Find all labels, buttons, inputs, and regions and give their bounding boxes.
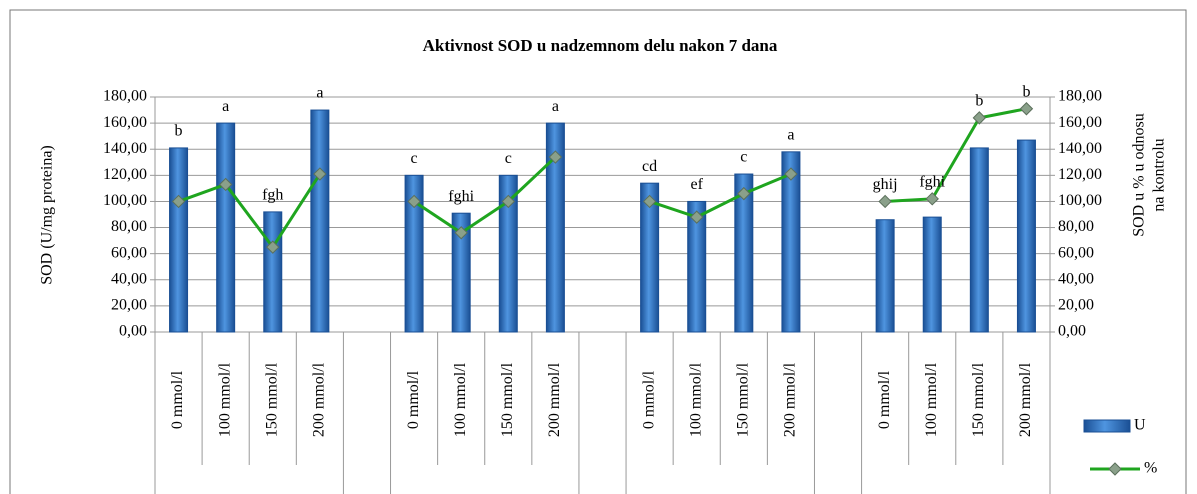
bar	[169, 147, 189, 333]
annotation: a	[552, 98, 559, 115]
line-marker	[501, 194, 515, 209]
line	[178, 173, 322, 250]
y-tick-label: 100,00	[103, 192, 147, 209]
y-axis-label: SOD (U/mg proteina)	[39, 145, 56, 285]
line-marker	[690, 210, 704, 224]
line-marker	[218, 177, 233, 192]
x-tick-label: 200 mmol/l	[311, 362, 328, 437]
bar	[545, 122, 565, 333]
line-marker	[784, 167, 798, 181]
x-tick-label: 100 mmol/l	[687, 362, 704, 437]
line-marker	[313, 167, 327, 181]
annotation: b	[975, 93, 983, 110]
legend-label: U	[1134, 417, 1146, 434]
x-tick-label: 150 mmol/l	[499, 362, 516, 437]
y2-tick-label: 100,00	[1058, 192, 1102, 209]
y-tick-label: 140,00	[103, 140, 147, 157]
annotation: c	[740, 149, 747, 166]
bar	[781, 151, 801, 333]
bar	[404, 174, 424, 333]
line	[413, 155, 557, 235]
annotation: c	[411, 150, 418, 167]
annotation: fgh	[262, 187, 283, 204]
y2-tick-label: 80,00	[1058, 218, 1094, 235]
y2-axis-label: SOD u % u odnosu	[1131, 113, 1148, 237]
bar	[875, 219, 895, 333]
y2-tick-label: 20,00	[1058, 297, 1094, 314]
annotation: c	[505, 150, 512, 167]
line-marker	[407, 194, 421, 209]
annotation: ghij	[873, 176, 898, 193]
line-marker	[737, 186, 751, 201]
x-tick-label: 0 mmol/l	[640, 370, 657, 429]
line-marker	[454, 226, 468, 240]
x-tick-label: 200 mmol/l	[782, 362, 799, 437]
y-tick-label: 80,00	[111, 218, 147, 235]
legend-swatch	[1108, 462, 1122, 476]
annotation: fghi	[919, 174, 945, 191]
bar	[687, 200, 707, 333]
annotation: b	[1022, 83, 1030, 100]
x-tick-label: 150 mmol/l	[970, 362, 987, 437]
annotation: ef	[690, 176, 703, 193]
line-marker	[171, 194, 186, 209]
x-tick-label: 0 mmol/l	[405, 370, 422, 429]
x-tick-label: 200 mmol/l	[1017, 362, 1034, 437]
annotation: fghi	[448, 188, 474, 205]
annotation: a	[787, 127, 794, 144]
x-tick-label: 100 mmol/l	[452, 362, 469, 437]
y2-tick-label: 120,00	[1058, 166, 1102, 183]
y2-tick-label: 0,00	[1058, 323, 1086, 340]
x-tick-label: 100 mmol/l	[216, 362, 233, 437]
annotation: a	[316, 85, 323, 102]
y-tick-label: 160,00	[103, 114, 147, 131]
y2-tick-label: 40,00	[1058, 270, 1094, 287]
chart-frame	[9, 9, 1187, 494]
x-tick-label: 100 mmol/l	[923, 362, 940, 437]
y2-tick-label: 140,00	[1058, 140, 1102, 157]
bar	[922, 216, 942, 333]
line	[885, 107, 1027, 203]
line-marker	[1019, 102, 1034, 116]
x-tick-label: 150 mmol/l	[734, 362, 751, 437]
bar	[263, 211, 283, 333]
y-tick-label: 0,00	[119, 323, 147, 340]
x-tick-label: 0 mmol/l	[876, 370, 893, 429]
line-marker	[878, 194, 892, 209]
line	[649, 172, 792, 219]
y-tick-label: 40,00	[111, 270, 147, 287]
y-tick-label: 20,00	[111, 297, 147, 314]
y-tick-label: 120,00	[103, 166, 147, 183]
bar	[498, 174, 518, 333]
line-marker	[925, 192, 939, 206]
y-tick-label: 180,00	[103, 88, 147, 105]
line-marker	[548, 150, 563, 164]
y2-tick-label: 180,00	[1058, 88, 1102, 105]
bar	[216, 122, 236, 333]
x-tick-label: 0 mmol/l	[169, 370, 186, 429]
line-marker	[972, 111, 987, 125]
legend-label: %	[1144, 460, 1157, 477]
annotation: a	[222, 98, 229, 115]
y2-axis-label: na kontrolu	[1151, 138, 1168, 211]
bar	[1016, 139, 1036, 333]
annotation: b	[175, 123, 183, 140]
line-marker	[642, 194, 657, 209]
x-tick-label: 200 mmol/l	[546, 362, 563, 437]
bar	[969, 147, 989, 333]
bar	[640, 182, 660, 333]
legend-swatch	[1083, 419, 1131, 433]
chart-title: Aktivnost SOD u nadzemnom delu nakon 7 d…	[423, 36, 778, 55]
bar	[734, 173, 754, 333]
y-tick-label: 60,00	[111, 244, 147, 261]
bar	[310, 109, 330, 333]
bar	[451, 212, 471, 333]
y2-tick-label: 60,00	[1058, 244, 1094, 261]
y2-tick-label: 160,00	[1058, 114, 1102, 131]
annotation: cd	[642, 158, 657, 175]
x-tick-label: 150 mmol/l	[263, 362, 280, 437]
line-marker	[266, 240, 280, 254]
